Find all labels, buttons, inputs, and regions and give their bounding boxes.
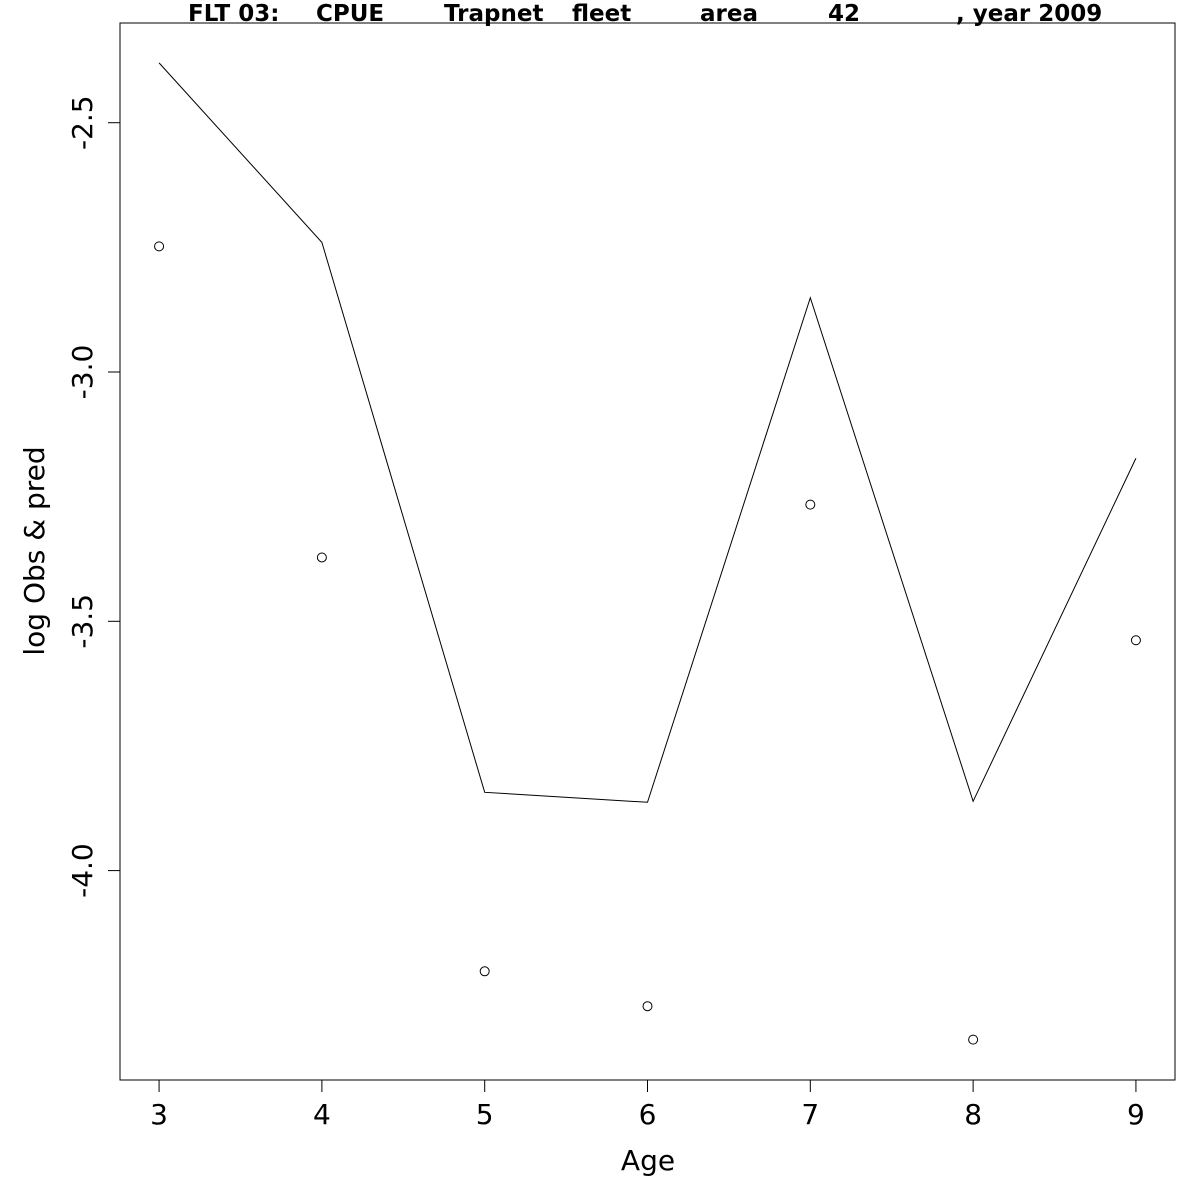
x-tick-label: 3: [150, 1098, 168, 1131]
plot-frame: [119, 22, 1176, 1081]
y-tick-label: -3.0: [66, 345, 99, 400]
observed-point: [642, 1001, 653, 1012]
x-tick-label: 5: [476, 1098, 494, 1131]
observed-point: [805, 499, 816, 510]
x-tick-label: 7: [801, 1098, 819, 1131]
x-tick-label: 8: [964, 1098, 982, 1131]
x-axis: 3 4 5 6 7 8 9: [150, 1079, 1145, 1131]
series-layer: [154, 62, 1141, 1045]
y-axis: -2.5 -3.0 -3.5 -4.0: [66, 95, 121, 898]
observed-point: [316, 552, 327, 563]
y-tick-label: -2.5: [66, 95, 99, 150]
y-tick-label: -3.5: [66, 594, 99, 649]
x-tick-label: 6: [639, 1098, 657, 1131]
y-tick-label: -4.0: [66, 843, 99, 898]
y-axis-title: log Obs & pred: [18, 446, 51, 655]
x-axis-title: Age: [621, 1144, 675, 1177]
observed-point: [479, 966, 490, 977]
observed-point: [968, 1034, 979, 1045]
observed-point: [1130, 635, 1141, 646]
x-tick-label: 4: [313, 1098, 331, 1131]
observed-point: [154, 241, 165, 252]
x-tick-label: 9: [1127, 1098, 1145, 1131]
predicted-line: [158, 62, 1137, 803]
